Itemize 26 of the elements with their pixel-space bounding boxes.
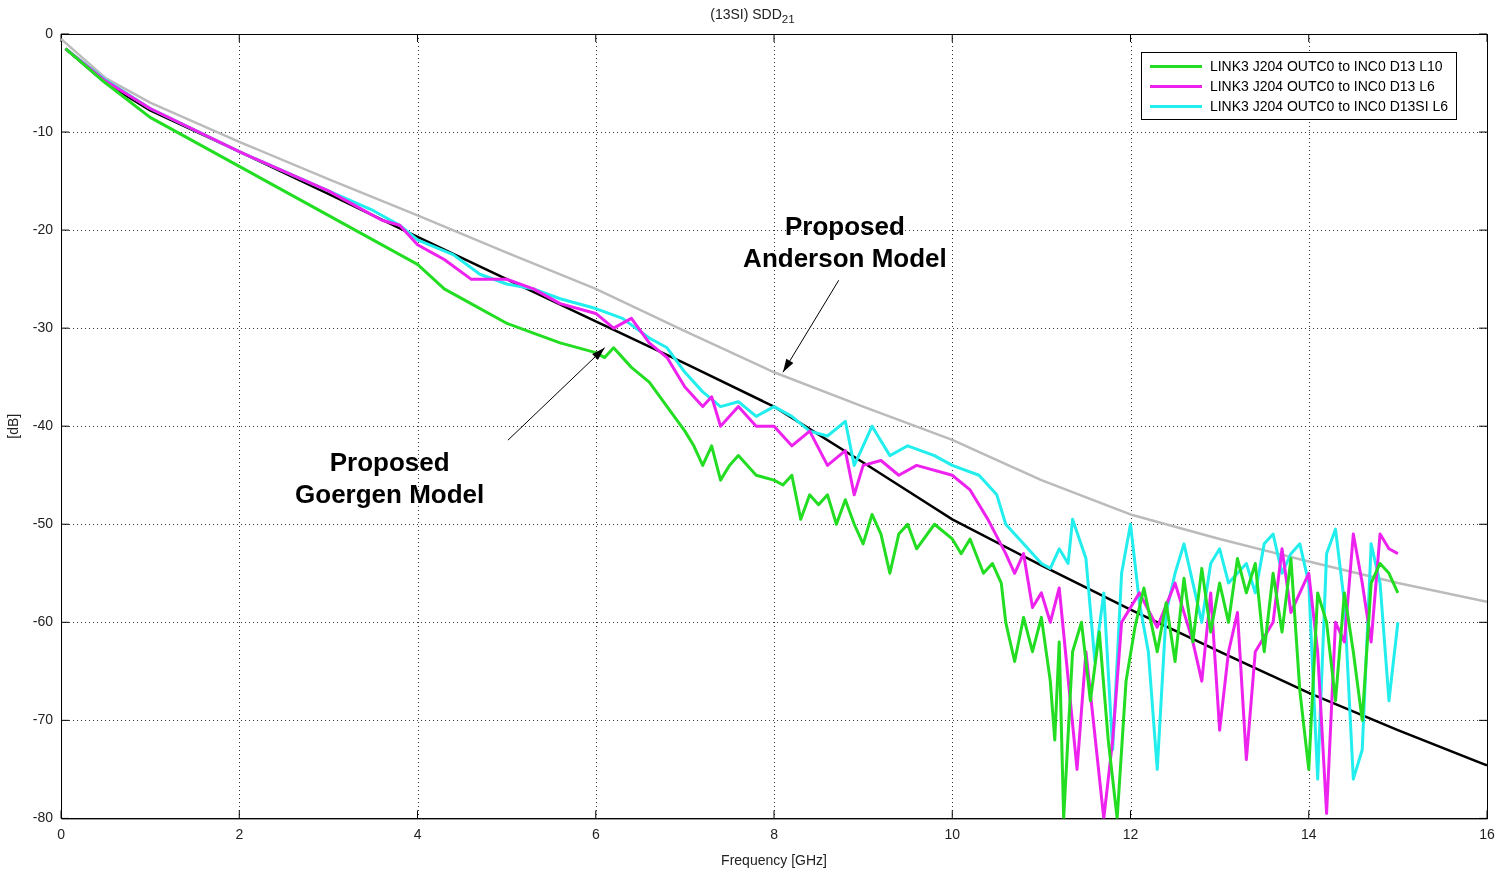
y-tick-label: -10 [32, 122, 54, 139]
y-tick-label: -80 [32, 809, 54, 826]
x-tick-label: 8 [770, 825, 779, 842]
y-tick-label: -20 [32, 220, 54, 237]
y-tick-label: -60 [32, 613, 54, 630]
annotation: Proposed Goergen Model [295, 446, 485, 509]
x-tick-label: 0 [57, 825, 66, 842]
x-tick-label: 10 [944, 825, 961, 842]
annotation: Proposed Anderson Model [743, 211, 947, 274]
y-tick-label: -70 [32, 711, 54, 728]
chart-title: (13SI) SDD$_{21}$ [709, 6, 796, 25]
legend-label: LINK3 J204 OUTC0 to INC0 D13SI L6 [1209, 98, 1448, 114]
x-tick-label: 4 [413, 825, 422, 842]
y-tick-label: -50 [32, 515, 54, 532]
x-axis-title: Frequency [GHz] [721, 852, 827, 869]
y-tick-label: -30 [32, 319, 54, 336]
x-tick-label: 12 [1122, 825, 1139, 842]
x-tick-label: 6 [591, 825, 600, 842]
legend-label: LINK3 J204 OUTC0 to INC0 D13 L6 [1209, 78, 1435, 94]
x-tick-label: 2 [235, 825, 244, 842]
x-tick-label: 16 [1479, 825, 1495, 842]
y-axis-title: [dB] [5, 413, 22, 439]
x-tick-label: 14 [1300, 825, 1317, 842]
y-tick-label: 0 [45, 24, 54, 41]
y-tick-label: -40 [32, 417, 54, 434]
legend-label: LINK3 J204 OUTC0 to INC0 D13 L10 [1209, 58, 1443, 74]
